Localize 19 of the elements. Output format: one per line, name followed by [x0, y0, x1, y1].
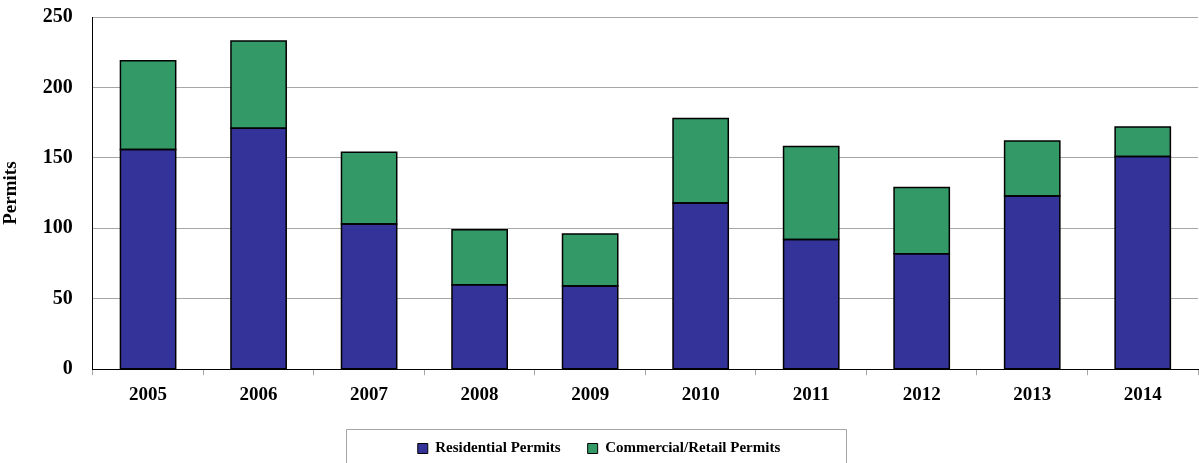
y-tick-label: 150 [42, 145, 73, 168]
x-tick-label: 2012 [902, 382, 941, 404]
y-tick-label: 200 [42, 74, 73, 97]
y-axis-title: Permits [0, 161, 21, 225]
y-tick-label: 0 [62, 356, 73, 379]
x-tick-label: 2014 [1123, 382, 1163, 404]
legend-label: Commercial/Retail Permits [605, 439, 781, 456]
x-tick-label: 2008 [460, 382, 499, 404]
x-tick-label: 2011 [792, 382, 830, 404]
x-tick-label: 2010 [681, 382, 720, 404]
y-tick-label: 50 [52, 285, 73, 308]
legend-label: Residential Permits [435, 439, 561, 456]
y-tick-label: 250 [42, 4, 73, 27]
y-tick-label: 100 [42, 215, 73, 238]
x-tick-label: 2006 [239, 382, 278, 404]
x-tick-label: 2007 [350, 382, 389, 404]
x-tick-label: 2005 [129, 382, 168, 404]
x-tick-label: 2013 [1013, 382, 1052, 404]
x-tick-label: 2009 [571, 382, 610, 404]
